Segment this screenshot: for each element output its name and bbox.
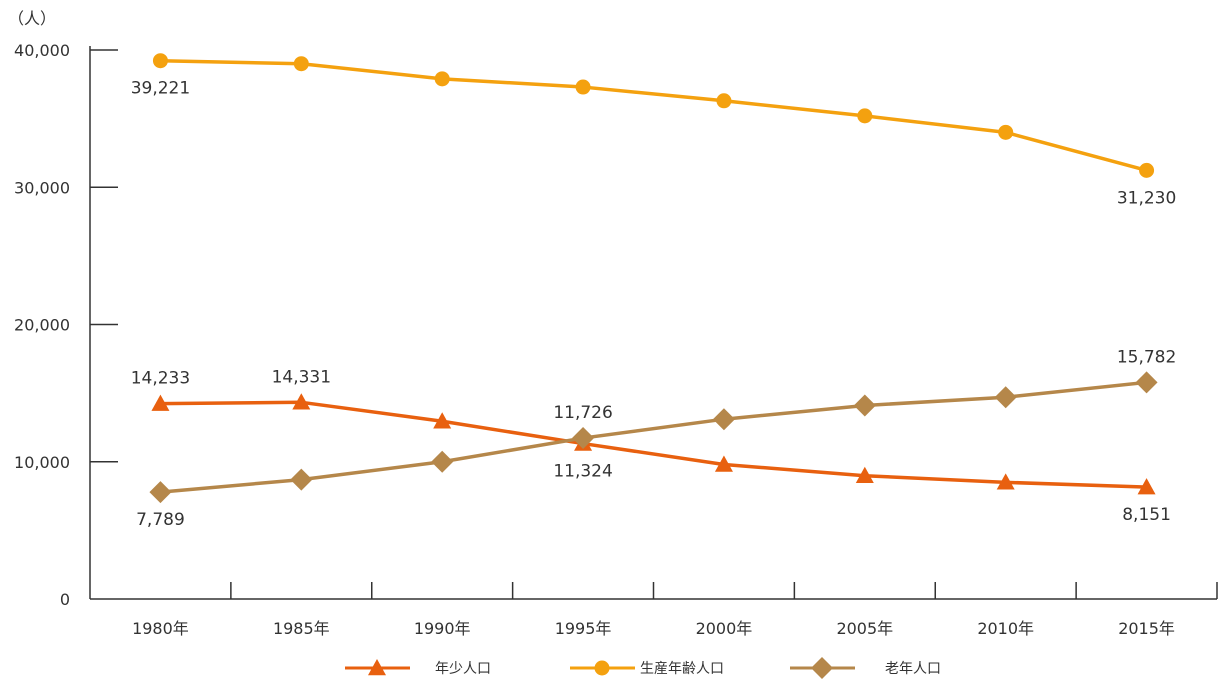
legend-triangle-icon [368,659,386,676]
data-point-diamond [994,386,1017,409]
y-tick-label: 30,000 [14,178,70,197]
data-point-triangle [855,466,874,483]
data-point-circle [434,71,450,87]
x-tick-label: 1990年 [414,619,471,638]
data-point-circle [857,108,873,124]
axes: 0 10,000 20,000 30,000 40,000 1980年 1985年 1990年… [14,41,1218,638]
x-tick-label: 1980年 [132,619,189,638]
x-tick-label: 2000年 [696,619,753,638]
legend: 年少人口 生産年齢人口 老年人口 [345,657,941,679]
data-label: 11,726 [553,403,612,423]
data-label: 15,782 [1117,347,1176,367]
data-label: 31,230 [1117,188,1176,208]
series-circle [152,53,1155,178]
legend-circle-icon [594,660,610,676]
data-point-circle [575,79,591,95]
legend-item-diamond: 老年人口 [790,657,941,679]
x-tick-label: 2010年 [977,619,1034,638]
data-point-triangle [433,412,452,429]
data-point-triangle [714,455,733,472]
data-point-circle [152,53,168,69]
data-point-triangle [1137,478,1156,495]
data-point-diamond [853,394,876,417]
data-point-diamond [1135,371,1158,394]
y-tick-label: 0 [60,590,70,609]
data-point-diamond [712,408,735,431]
data-label: 11,324 [553,462,612,482]
data-point-diamond [290,468,313,491]
y-tick-label: 20,000 [14,316,70,335]
data-point-diamond [431,450,454,473]
data-point-diamond [149,481,172,504]
data-label: 14,331 [272,367,331,387]
series-line [160,400,1147,489]
data-point-circle [293,56,309,72]
legend-label: 老年人口 [885,661,941,677]
data-point-triangle [292,393,311,410]
data-point-triangle [996,473,1015,490]
y-tick-label: 10,000 [14,453,70,472]
x-tick-label: 1985年 [273,619,330,638]
series-line [160,380,1147,494]
y-tick-label: 40,000 [14,41,70,60]
data-label: 7,789 [136,510,185,530]
y-axis-unit-label: （人） [8,9,56,28]
x-tick-label: 2005年 [836,619,893,638]
legend-label: 生産年齢人口 [640,661,724,677]
data-point-diamond [572,427,595,450]
x-tick-label: 2015年 [1118,619,1175,638]
data-point-circle [716,93,732,109]
data-point-circle [1139,162,1155,178]
legend-label: 年少人口 [435,661,491,677]
legend-diamond-icon [811,657,833,679]
series-diamond [149,371,1158,504]
legend-item-triangle: 年少人口 [345,659,491,677]
series-line [160,58,1148,173]
series-layer [149,53,1158,504]
data-label: 14,233 [131,369,190,389]
legend-item-circle: 生産年齢人口 [570,660,724,677]
x-tick-label: 1995年 [555,619,612,638]
data-point-circle [998,124,1014,140]
data-label: 39,221 [131,79,190,99]
data-label: 8,151 [1122,505,1171,525]
data-point-triangle [151,394,170,411]
data-labels-layer: 39,221 31,230 14,233 14,331 11,324 8,151 7,789… [131,79,1177,530]
